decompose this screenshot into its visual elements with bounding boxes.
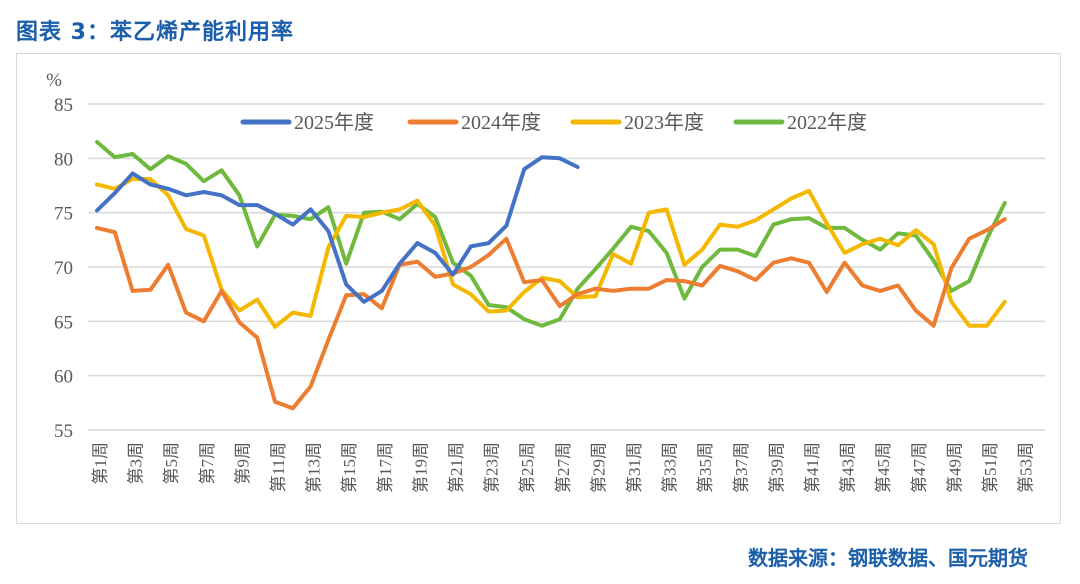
- series-line-2023年度: [95, 177, 1007, 329]
- legend-label: 2025年度: [294, 111, 374, 134]
- legend-item: 2024年度: [407, 111, 541, 134]
- x-tick-label: 第49周: [945, 442, 964, 493]
- y-axis-unit: %: [46, 70, 62, 91]
- x-tick-label: 第37周: [732, 442, 751, 493]
- x-tick-label: 第29周: [589, 442, 608, 493]
- x-tick-label: 第11周: [269, 442, 288, 492]
- y-tick-label: 65: [54, 312, 73, 333]
- y-tick-label: 70: [54, 258, 73, 279]
- series-line-2024年度: [95, 217, 1007, 411]
- x-tick-label: 第31周: [625, 442, 644, 493]
- legend-item: 2025年度: [240, 111, 374, 134]
- gridlines: [88, 103, 1045, 431]
- x-tick-label: 第5周: [162, 442, 181, 485]
- legend-label: 2024年度: [461, 111, 541, 134]
- x-tick-label: 第33周: [661, 442, 680, 493]
- x-tick-label: 第19周: [411, 442, 430, 493]
- legend-label: 2023年度: [624, 111, 704, 134]
- legend-item: 2023年度: [570, 111, 704, 134]
- y-tick-label: 55: [54, 421, 73, 442]
- figure-title: 图表 3：苯乙烯产能利用率: [16, 20, 294, 45]
- legend: 2025年度 2024年度 2023年度 2022年度: [240, 111, 867, 134]
- x-tick-label: 第23周: [483, 442, 502, 493]
- source-note: 数据来源：钢联数据、国元期货: [748, 546, 1028, 570]
- x-tick-label: 第47周: [910, 442, 929, 493]
- chart-frame: [16, 53, 1061, 524]
- series-lines: [95, 140, 1007, 411]
- y-tick-label: 80: [54, 149, 73, 170]
- y-axis: 55 60 65 70 75 80 85: [54, 95, 73, 442]
- y-tick-label: 60: [54, 367, 73, 388]
- series-line-2025年度: [95, 155, 580, 304]
- x-axis: 第1周 第3周 第5周 第7周 第9周 第11周 第13周 第15周 第17周 第19周 第21周第…: [91, 442, 1036, 493]
- x-tick-label: 第15周: [340, 442, 359, 493]
- x-tick-label: 第35周: [696, 442, 715, 493]
- x-tick-label: 第27周: [554, 442, 573, 493]
- x-tick-label: 第9周: [233, 442, 252, 485]
- x-tick-label: 第21周: [447, 442, 466, 493]
- legend-label: 2022年度: [787, 111, 867, 134]
- x-tick-label: 第51周: [981, 442, 1000, 493]
- x-tick-label: 第45周: [874, 442, 893, 493]
- x-tick-label: 第1周: [91, 442, 110, 485]
- x-tick-label: 第39周: [767, 442, 786, 493]
- y-tick-label: 85: [54, 95, 73, 116]
- x-tick-label: 第3周: [127, 442, 146, 485]
- x-tick-label: 第43周: [839, 442, 858, 493]
- x-tick-label: 第41周: [803, 442, 822, 493]
- series-line-2022年度: [95, 140, 1007, 328]
- x-tick-label: 第17周: [376, 442, 395, 493]
- x-tick-label: 第53周: [1017, 442, 1036, 493]
- y-tick-label: 75: [54, 204, 73, 225]
- x-tick-label: 第13周: [305, 442, 324, 493]
- x-tick-label: 第25周: [518, 442, 537, 493]
- legend-item: 2022年度: [733, 111, 867, 134]
- x-tick-label: 第7周: [198, 442, 217, 485]
